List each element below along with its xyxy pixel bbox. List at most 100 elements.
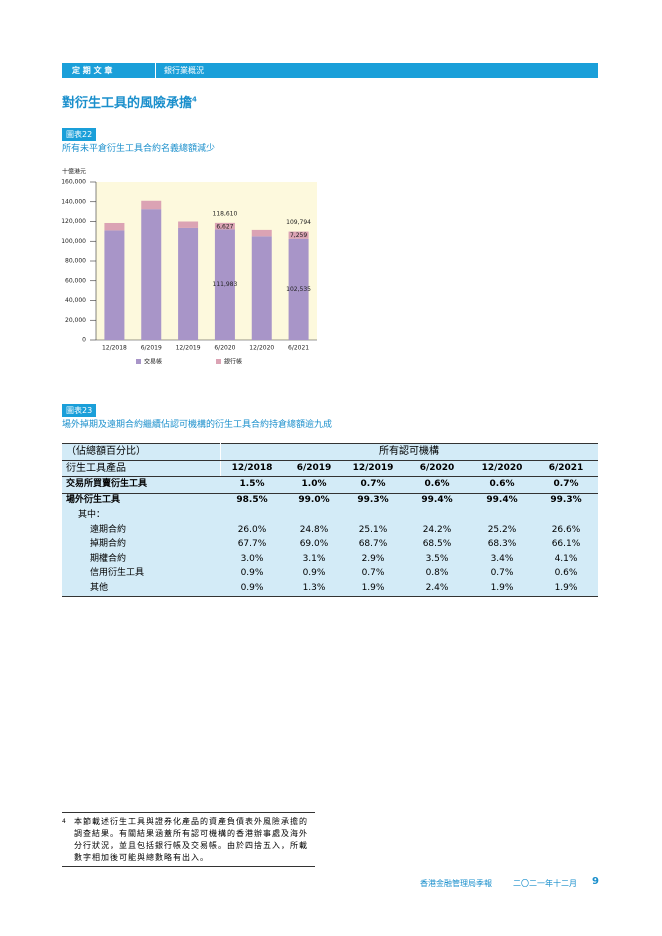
- rule: [62, 492, 598, 494]
- total-label: 118,610: [213, 210, 238, 217]
- x-tick-label: 6/2019: [141, 345, 162, 352]
- cell: 3.5%: [425, 553, 449, 564]
- bar-segment: [251, 236, 272, 340]
- bar-segment: [251, 229, 272, 237]
- title-text: 對衍生工具的風險承擔: [62, 96, 193, 111]
- footnote-rule: [62, 812, 315, 813]
- column-header: 6/2019: [296, 463, 332, 473]
- page-number: 9: [592, 876, 599, 887]
- table: （佔總額百分比） 所有認可機構 衍生工具產品 12/2018 6/2019 12/2019…: [62, 443, 598, 597]
- cell: 2.4%: [425, 582, 449, 593]
- cell: 99.3%: [357, 494, 389, 505]
- cell: 1.9%: [490, 582, 514, 593]
- header-bar: [62, 63, 598, 78]
- column-divider: [220, 443, 221, 476]
- cell: 26.6%: [551, 524, 581, 535]
- cell: 1.0%: [301, 479, 327, 489]
- value-label: 6,627: [216, 223, 233, 230]
- footnote-rule: [62, 866, 315, 867]
- cell: 98.5%: [236, 494, 268, 505]
- cell: 0.7%: [490, 568, 514, 578]
- row-label: 其他: [90, 582, 109, 593]
- x-tick-label: 6/2021: [288, 345, 309, 352]
- footer-publication: 香港金融管理局季報: [420, 879, 492, 888]
- chart-label: 圖表22: [62, 128, 97, 141]
- total-label: 109,794: [286, 219, 311, 226]
- cell: 0.9%: [240, 568, 264, 578]
- row-label: 場外衍生工具: [66, 494, 121, 505]
- table-unit: （佔總額百分比）: [66, 446, 146, 457]
- footer-date: 二〇二一年十二月: [513, 879, 577, 888]
- cell: 25.1%: [358, 524, 388, 535]
- cell: 1.5%: [239, 479, 265, 489]
- y-tick-label: 20,000: [65, 317, 86, 324]
- y-tick-label: 60,000: [65, 277, 86, 284]
- divider: [155, 63, 156, 78]
- rule: [62, 460, 598, 461]
- cell: 67.7%: [237, 539, 267, 549]
- bar-segment: [178, 221, 199, 228]
- cell: 1.3%: [302, 582, 326, 593]
- y-tick-label: 0: [82, 337, 86, 344]
- plot-area: [96, 182, 317, 340]
- cell: 69.0%: [299, 539, 329, 549]
- cell: 0.9%: [302, 568, 326, 578]
- footnote-mark: 4: [62, 818, 66, 825]
- cell: 0.7%: [553, 479, 579, 489]
- bar-segment: [104, 222, 125, 231]
- row-label: 遠期合約: [90, 524, 127, 535]
- cell: 68.5%: [422, 539, 452, 549]
- x-tick-label: 12/2020: [249, 345, 274, 352]
- cell: 2.9%: [361, 553, 385, 564]
- table-subtitle: 場外掉期及遠期合約繼續佔認可機構的衍生工具合約持倉總額逾九成: [62, 420, 333, 430]
- row-label: 其中：: [78, 510, 106, 520]
- y-tick-label: 80,000: [65, 258, 86, 265]
- y-tick-label: 120,000: [61, 218, 86, 225]
- cell: 24.8%: [299, 524, 329, 535]
- x-tick-label: 12/2018: [102, 345, 127, 352]
- section: 定 期 文 章: [72, 66, 113, 75]
- cell: 68.3%: [487, 539, 517, 549]
- cell: 99.0%: [298, 494, 330, 505]
- cell: 3.4%: [490, 553, 514, 564]
- bar-segment: [288, 231, 309, 239]
- bar-segment: [141, 200, 162, 210]
- cell: 4.1%: [554, 553, 578, 564]
- legend-swatch: [136, 359, 141, 364]
- cell: 25.2%: [487, 524, 517, 535]
- topic: 銀行業概況: [164, 66, 204, 75]
- y-tick-label: 40,000: [65, 297, 86, 304]
- legend-label: 銀行帳: [224, 358, 242, 366]
- bar-segment: [178, 227, 199, 340]
- y-tick-label: 100,000: [61, 238, 86, 245]
- column-header: 6/2020: [419, 463, 455, 473]
- chart: 十億港元 0 20,000 40,000 60,000 80,000 100,000 120,…: [61, 168, 317, 366]
- y-axis-label: 十億港元: [62, 168, 86, 176]
- cell: 0.6%: [554, 568, 578, 578]
- bar-segment: [141, 209, 162, 340]
- bar-segment: [214, 229, 235, 340]
- group-header: 所有認可機構: [379, 446, 439, 457]
- bar-segment: [288, 238, 309, 340]
- y-tick-label: 140,000: [61, 198, 86, 205]
- value-label: 7,259: [290, 232, 307, 239]
- cell: 0.6%: [424, 479, 450, 489]
- cell: 3.0%: [240, 553, 264, 564]
- y-tick-label: 160,000: [61, 179, 86, 186]
- bar-segment: [104, 230, 125, 340]
- cell: 0.8%: [425, 568, 449, 578]
- cell: 24.2%: [422, 524, 452, 535]
- first-column-header: 衍生工具產品: [66, 463, 126, 474]
- x-tick-label: 6/2020: [214, 345, 235, 352]
- row-label: 掉期合約: [90, 539, 127, 549]
- column-header: 12/2019: [352, 463, 394, 473]
- cell: 3.1%: [302, 553, 326, 564]
- title-note: 4: [192, 95, 197, 104]
- rule: [62, 476, 598, 477]
- cell: 26.0%: [237, 524, 267, 535]
- footnote: 本節載述衍生工具與證券化產品的資產負債表外風險承擔的調查結果。有關結果涵蓋所有認…: [74, 817, 308, 862]
- legend-label: 交易帳: [144, 358, 162, 366]
- row-label: 交易所買賣衍生工具: [66, 479, 148, 489]
- cell: 1.9%: [361, 582, 385, 593]
